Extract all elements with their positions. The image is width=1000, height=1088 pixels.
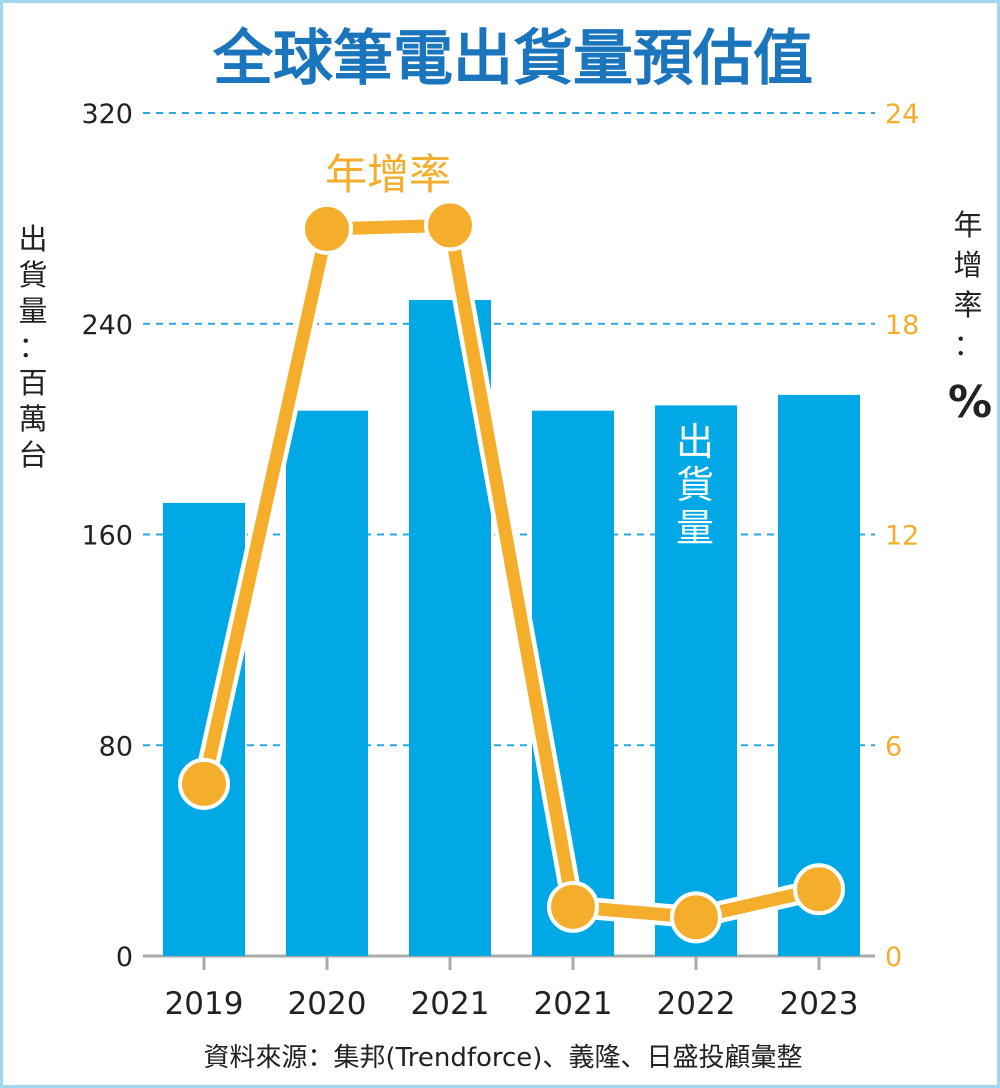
bar [778,394,860,956]
right-tick-label: 6 [885,731,902,762]
right-tick-label: 0 [885,942,902,973]
x-tick-label: 2019 [165,986,244,1022]
left-axis-title-text: 出貨量：百萬台 [18,222,47,472]
growth-point [424,199,476,252]
right-axis-title-text: 年增率： [953,208,982,362]
growth-point [178,757,230,810]
shipments-series-label-text: 出貨量 [676,420,714,550]
bar [286,410,368,956]
x-tick-label: 2021 [411,986,490,1022]
left-tick-label: 240 [81,310,133,341]
left-tick-label: 320 [81,99,133,130]
left-tick-label: 160 [81,521,133,552]
source-note: 資料來源：集邦(Trendforce)、義隆、日盛投顧彙整 [204,1043,803,1073]
bar [655,405,737,956]
growth-series-label: 年增率 [325,150,451,199]
right-axis-title: 年增率：% [948,208,992,428]
x-tick-label: 2022 [657,986,736,1022]
right-tick-label: 24 [885,99,919,130]
right-tick-label: 18 [885,310,919,341]
right-tick-label: 12 [885,521,919,552]
right-axis-unit: % [948,377,992,428]
shipments-series-label: 出貨量 [676,420,714,550]
growth-line-group [178,199,845,944]
x-tick-label: 2023 [780,986,859,1022]
left-tick-label: 80 [99,731,133,762]
growth-point [793,863,845,916]
bars-group [163,300,860,956]
growth-point [301,202,353,255]
x-tick-label: 2021 [534,986,613,1022]
bar [163,502,245,956]
x-tick-label: 2020 [288,986,367,1022]
left-tick-label: 0 [116,942,133,973]
chart-title: 全球筆電出貨量預估值 [212,24,813,94]
growth-point [670,891,722,944]
tick-labels: 0 0 80 6 160 12 240 18 320 24 2019 2020 2021 2021 2022… [81,99,919,1022]
growth-point [547,880,599,933]
left-axis-title: 出貨量：百萬台 [18,222,47,472]
chart-svg: 全球筆電出貨量預估值 0 0 80 6 160 12 240 18 320 24 2019 2020 2… [18,24,992,1073]
